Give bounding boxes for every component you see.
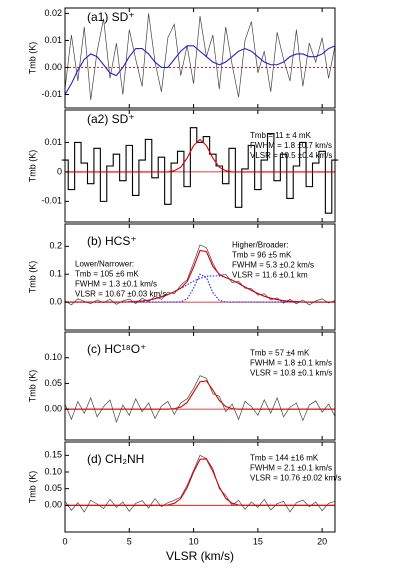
- y-tick-label: 0.2: [49, 241, 62, 251]
- annotation: VLSR = 11.6 ±0.1 km: [232, 270, 308, 279]
- y-tick-label: 0.15: [44, 450, 62, 460]
- annotation: FWHM = 5.3 ±0.2 km/s: [232, 260, 314, 269]
- spectrum-line: [65, 249, 335, 303]
- panel-frame: [64, 7, 336, 109]
- panel-frame: [64, 441, 336, 533]
- annotation: VLSR = 10.5 ±0.4 km/s: [250, 151, 332, 160]
- y-tick-label: 0.0: [49, 296, 62, 306]
- panel-label: (a1) SD⁺: [87, 10, 135, 24]
- y-axis-label: Tmb (K): [27, 261, 37, 294]
- y-tick-label: 0.01: [44, 137, 62, 147]
- annotation: Tmb = 57 ±4 mK: [250, 349, 310, 358]
- x-axis-label: VLSR (km/s): [166, 549, 234, 563]
- spectrum-line: [65, 458, 335, 506]
- x-tick-label: 20: [317, 536, 327, 546]
- annotation: FWHM = 1.3 ±0.1 km/s: [75, 279, 157, 288]
- x-tick-label: 10: [189, 536, 199, 546]
- spectrum-line: [64, 244, 336, 306]
- y-tick-label: 0.02: [44, 8, 62, 18]
- y-tick-label: 0.00: [44, 404, 62, 414]
- annotation: Tmb = 96 ±5 mK: [232, 250, 292, 259]
- panel-label: (b) HCS⁺: [87, 234, 137, 248]
- spectrum-line: [64, 375, 336, 424]
- y-tick-label: 0.10: [44, 352, 62, 362]
- y-axis-label: Tmb (K): [27, 42, 37, 75]
- spectrum-line: [64, 454, 336, 513]
- y-tick-label: 0.10: [44, 466, 62, 476]
- panel-label: (c) HC¹⁸O⁺: [87, 342, 146, 356]
- y-tick-label: 0.05: [44, 378, 62, 388]
- x-tick-label: 15: [253, 536, 263, 546]
- panel-frame: [64, 331, 336, 441]
- annotation: Higher/Broader:: [232, 240, 288, 249]
- y-tick-label: 0.1: [49, 269, 62, 279]
- annotation: FWHM = 1.8 ±0.1 km/s: [250, 359, 332, 368]
- annotation: Tmb = 11 ± 4 mK: [250, 131, 312, 140]
- y-tick-label: 0.01: [44, 35, 62, 45]
- panel-label: (a2) SD⁺: [87, 112, 135, 126]
- annotation: VLSR = 10.8 ±0.1 km/s: [250, 369, 332, 378]
- annotation: FWHM = 2.1 ±0.1 km/s: [250, 463, 332, 472]
- spectrum-line: [61, 127, 339, 214]
- annotation: Tmb = 105 ±6 mK: [75, 269, 139, 278]
- panel-label: (d) CH₂NH: [87, 452, 144, 466]
- y-tick-label: -0.01: [41, 89, 62, 99]
- annotation: VLSR = 10.76 ±0.02 km/s: [250, 473, 341, 482]
- annotation: Lower/Narrower:: [75, 259, 134, 268]
- panel-frame: [64, 223, 336, 331]
- spectrum-line: [65, 380, 335, 410]
- spectrum-line: [65, 138, 335, 173]
- y-tick-label: 0.05: [44, 483, 62, 493]
- y-tick-label: 0: [57, 166, 62, 176]
- y-tick-label: 0.00: [44, 500, 62, 510]
- annotation: Tmb = 144 ±16 mK: [250, 453, 319, 462]
- y-tick-label: 0.00: [44, 62, 62, 72]
- y-axis-label: Tmb (K): [27, 370, 37, 403]
- spectrum-line: [64, 13, 336, 100]
- x-tick-label: 0: [62, 536, 67, 546]
- y-tick-label: -0.01: [41, 196, 62, 206]
- panel-frame: [64, 109, 336, 223]
- spectrum-line: [64, 45, 336, 95]
- y-axis-label: Tmb (K): [27, 471, 37, 504]
- annotation: FWHM = 1.8 ±0.7 km/s: [250, 141, 332, 150]
- annotation: VLSR = 10.67 ±0.03 km/s: [75, 289, 166, 298]
- y-axis-label: Tmb (K): [27, 150, 37, 183]
- x-tick-label: 5: [127, 536, 132, 546]
